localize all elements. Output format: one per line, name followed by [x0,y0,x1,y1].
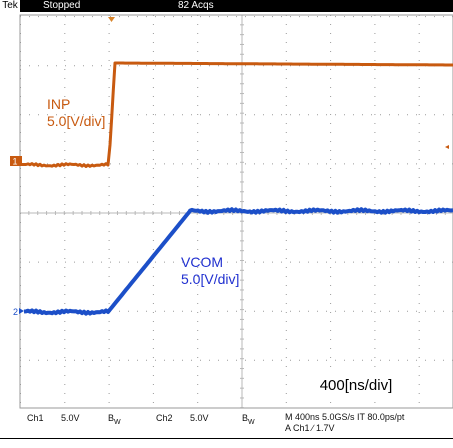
ch1-bandwidth: BW [108,413,121,426]
ch2-ground-icon [19,308,24,314]
horizontal-settings: M 400ns 5.0GS/s IT 80.0ps/pt [285,412,405,422]
trigger-level-icon [445,145,449,149]
bottom-border [0,438,453,439]
ch2-label: Ch2 [156,413,173,423]
inp-trace-label: INP [47,96,71,112]
ch2-bandwidth: BW [242,413,255,426]
ch1-ground-label: 1 [13,157,18,167]
ch1-ground-marker [10,156,22,166]
inp-waveform [22,61,453,168]
vcom-waveform [23,207,453,316]
acquisition-count: 82 Acqs [178,0,214,11]
trigger-settings: A Ch1 ∕ 1.7V [285,423,335,433]
ch2-scale: 5.0V [190,413,209,423]
timebase-label: 400[ns/div] [300,372,412,399]
status-bar: Tek Stopped 82 Acqs [0,0,453,12]
acquisition-state: Stopped [43,0,81,11]
inp-scale-label: 5.0[V/div] [47,113,106,129]
brand-label: Tek [0,0,20,12]
ch1-scale: 5.0V [61,413,80,423]
trigger-position-icon [108,17,115,22]
vcom-scale-label: 5.0[V/div] [181,271,240,287]
vcom-trace-label: VCOM [181,254,223,270]
ch2-ground-label: 2 [13,307,18,317]
graticule-frame [19,14,453,409]
ch1-label: Ch1 [27,413,44,423]
